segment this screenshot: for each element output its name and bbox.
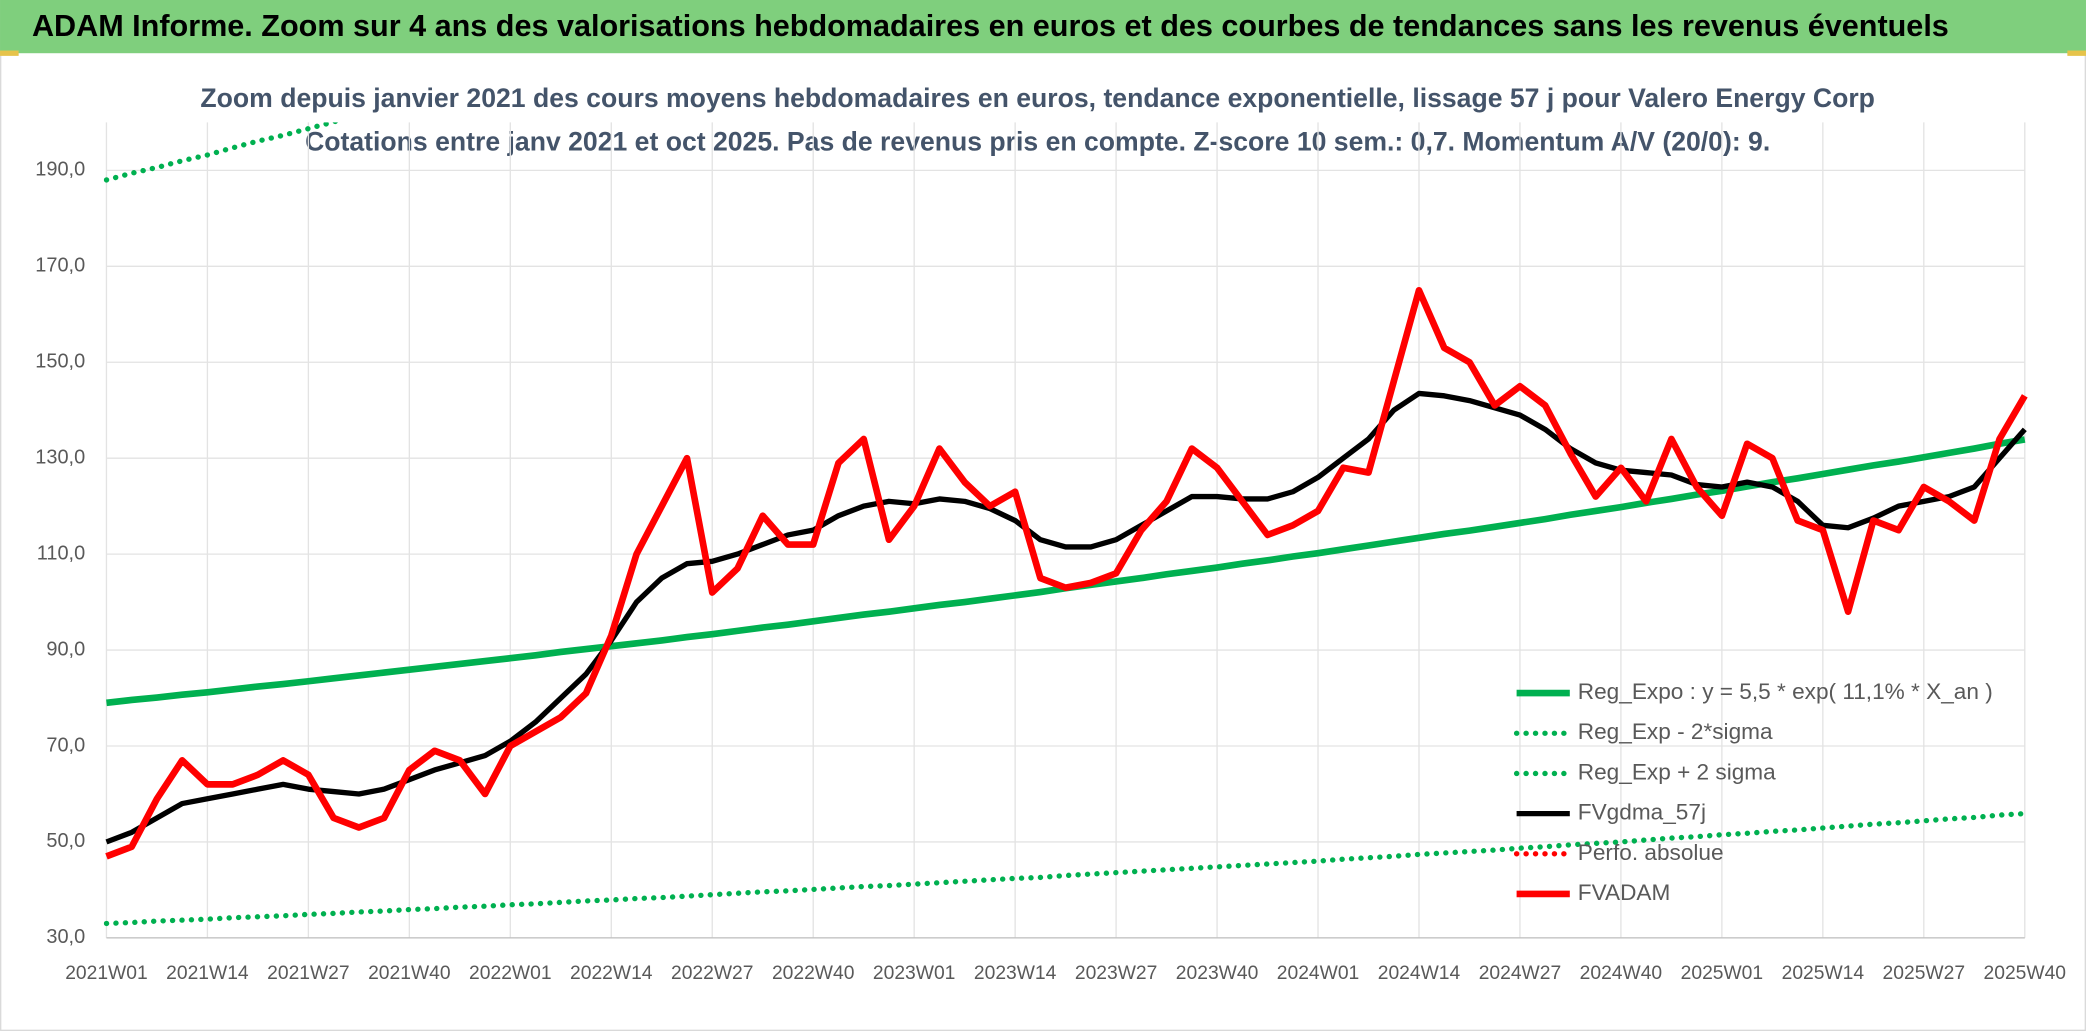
y-tick-label: 30,0: [46, 926, 85, 948]
plot-area: [103, 122, 2028, 927]
y-tick-label: 150,0: [35, 351, 85, 373]
y-tick-label: 130,0: [35, 446, 85, 468]
x-tick-label: 2021W01: [65, 963, 147, 984]
series-line: [103, 810, 2028, 927]
chart-subtitle: Cotations entre janv 2021 et oct 2025. P…: [305, 127, 1770, 157]
y-tick-label: 70,0: [46, 734, 85, 756]
x-tick-label: 2022W40: [772, 963, 854, 984]
x-tick-label: 2023W27: [1075, 963, 1157, 984]
y-tick-label: 110,0: [37, 542, 85, 564]
x-tick-label: 2023W40: [1176, 963, 1258, 984]
x-tick-label: 2021W27: [267, 963, 349, 984]
x-tick-label: 2022W27: [671, 963, 753, 984]
legend-label: Perfo. absolue: [1578, 840, 1724, 865]
x-tick-label: 2021W40: [368, 963, 450, 984]
x-tick-label: 2024W01: [1277, 963, 1359, 984]
x-tick-label: 2023W14: [974, 963, 1057, 984]
x-tick-label: 2025W14: [1782, 963, 1865, 984]
y-tick-label: 50,0: [46, 830, 85, 852]
x-tick-label: 2022W01: [469, 963, 551, 984]
corner: [2067, 50, 2086, 56]
legend-label: FVgdma_57j: [1578, 800, 1706, 825]
y-tick-label: 90,0: [46, 638, 85, 660]
legend-label: FVADAM: [1578, 880, 1671, 905]
legend-label: Reg_Exp - 2*sigma: [1578, 719, 1773, 744]
x-tick-label: 2024W27: [1479, 963, 1561, 984]
series-line: [105, 390, 2027, 845]
legend-label: Reg_Expo : y = 5,5 * exp( 11,1% * X_an ): [1578, 679, 1993, 704]
corner: [0, 50, 19, 56]
x-tick-label: 2024W40: [1580, 963, 1662, 984]
series-line: [105, 286, 2028, 860]
x-tick-label: 2024W14: [1378, 963, 1461, 984]
x-tick-label: 2025W40: [1984, 963, 2066, 984]
x-tick-label: 2023W01: [873, 963, 955, 984]
y-tick-label: 190,0: [35, 159, 85, 181]
x-tick-label: 2021W14: [166, 963, 249, 984]
legend-label: Reg_Exp + 2 sigma: [1578, 759, 1776, 784]
x-tick-label: 2022W14: [570, 963, 653, 984]
x-tick-label: 2025W01: [1681, 963, 1763, 984]
x-tick-label: 2025W27: [1883, 963, 1965, 984]
chart-title: Zoom depuis janvier 2021 des cours moyen…: [200, 83, 1874, 113]
y-tick-label: 170,0: [35, 255, 85, 277]
header-band: [0, 0, 2086, 54]
header-title: ADAM Informe. Zoom sur 4 ans des valoris…: [32, 9, 1949, 43]
